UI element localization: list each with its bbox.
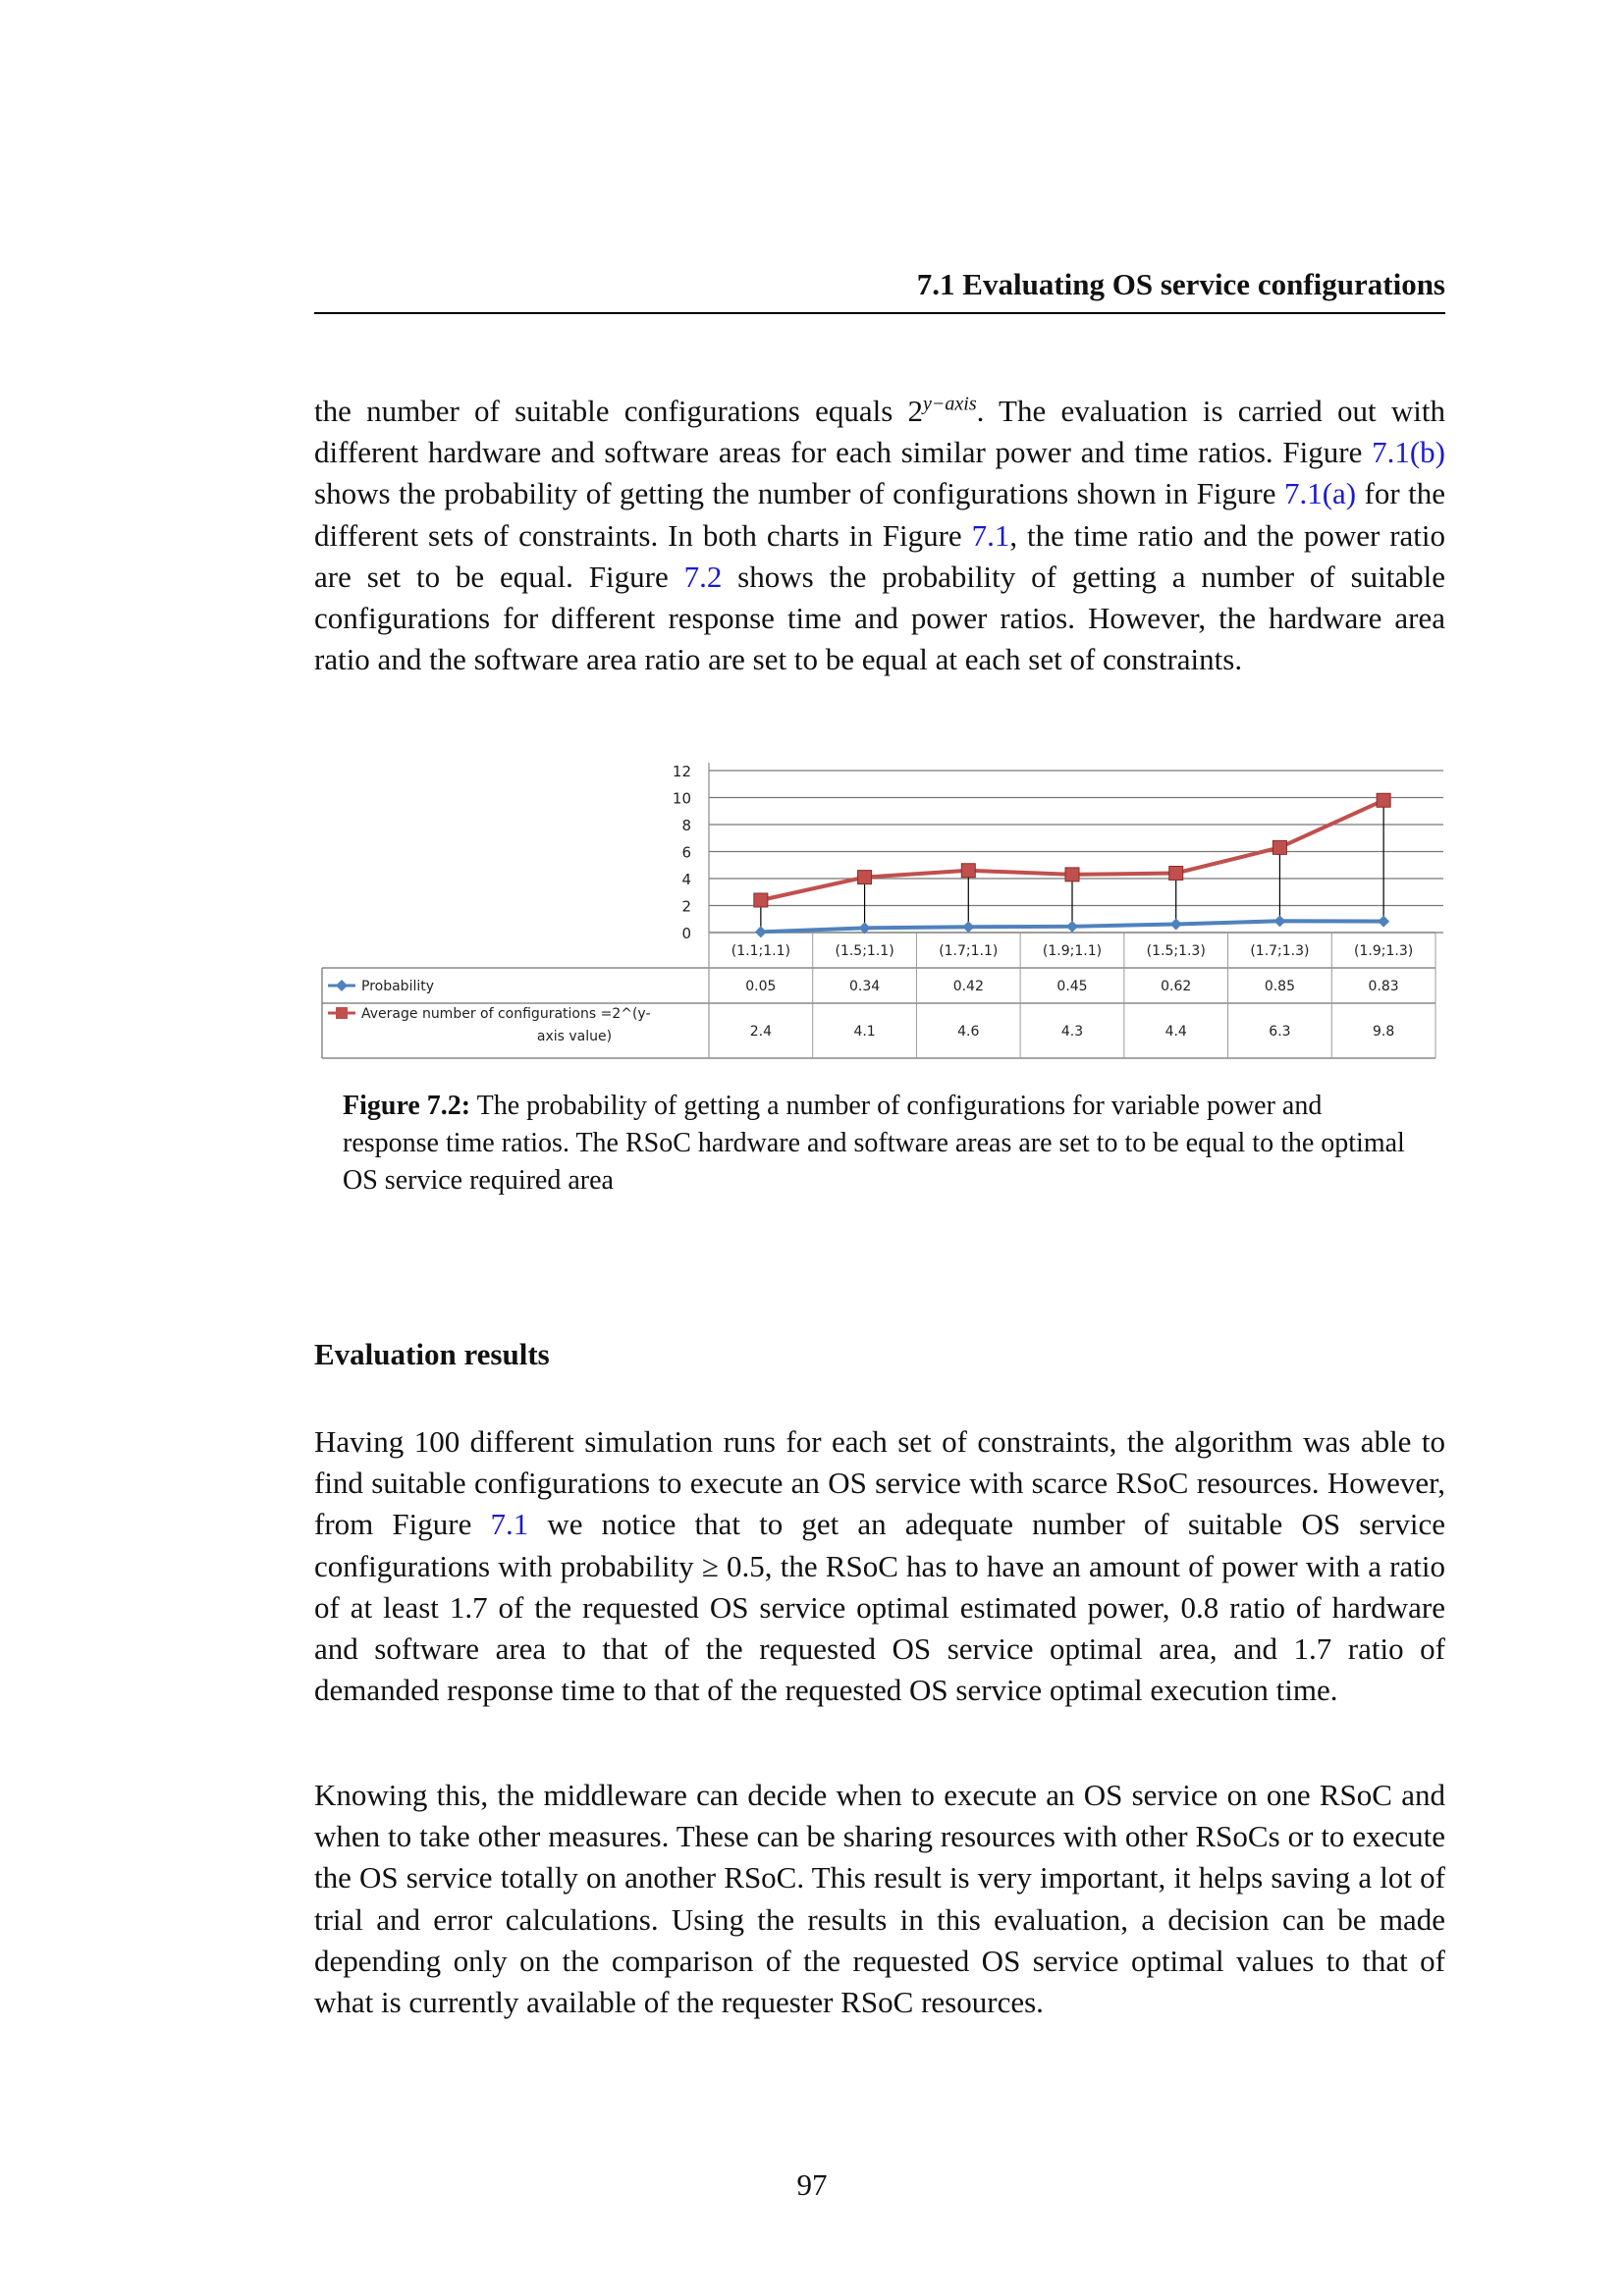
average-configurations-point <box>960 863 976 879</box>
probability-point <box>1169 918 1182 931</box>
data-table-value: 4.1 <box>853 1024 875 1040</box>
page-number: 97 <box>796 2167 828 2202</box>
text-run: for the different sets of constraints. I… <box>314 476 1445 553</box>
figure-caption: Figure 7.2: The probability of getting a… <box>343 1088 1423 1200</box>
probability-point <box>1378 915 1390 928</box>
figure-reference-link[interactable]: 7.1(a) <box>1283 476 1357 511</box>
paragraph-intro: the number of suitable configurations eq… <box>314 391 1445 680</box>
text-run: . The evaluation is carried out with dif… <box>314 394 1445 470</box>
category-label: (1.7;1.1) <box>939 943 998 959</box>
text-run: shows the probability of getting the num… <box>314 476 1284 511</box>
average-configurations-point <box>1168 866 1184 881</box>
category-label: (1.5;1.1) <box>835 943 893 959</box>
figure-7-2-chart: 0 2 4 6 8 10 12 (1.1;1.1) (1.5;1.1) (1.7;1.1) (1.9… <box>321 763 1443 1059</box>
y-tick-label: 8 <box>681 817 691 834</box>
y-tick-label: 4 <box>681 871 691 888</box>
data-table-value: 0.42 <box>953 979 984 994</box>
data-table-value: 4.6 <box>957 1024 979 1040</box>
text-run: we notice that to get an adequate number… <box>314 1507 1445 1708</box>
y-tick-label: 10 <box>673 790 691 808</box>
section-heading: Evaluation results <box>314 1337 550 1371</box>
math-superscript: y−axis <box>923 393 977 415</box>
average-configurations-point <box>1272 839 1287 855</box>
average-configurations-point <box>1064 867 1080 882</box>
text-run: , the time ratio and the power ratio are… <box>314 517 1446 594</box>
y-tick-label: 2 <box>681 898 691 916</box>
probability-point <box>858 922 871 934</box>
legend-label-average-configurations: Average number of configurations =2^(y-a… <box>361 1006 651 1044</box>
y-tick-label: 12 <box>673 763 691 780</box>
paragraph-results: Having 100 different simulation runs for… <box>314 1421 1445 1711</box>
y-tick-label: 6 <box>681 844 691 862</box>
data-table-value: 2.4 <box>750 1024 772 1040</box>
category-label: (1.5;1.3) <box>1147 943 1206 959</box>
probability-point <box>1273 915 1286 928</box>
category-label: (1.7;1.3) <box>1250 943 1309 959</box>
text-run: Having 100 different simulation runs for… <box>314 1424 1445 1542</box>
data-table-value: 4.3 <box>1061 1024 1083 1040</box>
paragraph-conclusion: Knowing this, the middleware can decide … <box>314 1775 1445 2023</box>
caption-text: The probability of getting a number of c… <box>343 1091 1405 1196</box>
category-label: (1.9;1.3) <box>1354 943 1413 959</box>
data-table-value: 0.83 <box>1369 979 1399 994</box>
data-table-value: 6.3 <box>1269 1024 1290 1040</box>
text-run: the number of suitable configurations eq… <box>314 394 924 428</box>
data-table-value: 0.05 <box>745 979 776 994</box>
category-label: (1.9;1.1) <box>1043 943 1102 959</box>
legend-diamond-marker <box>336 980 348 991</box>
legend-label-probability: Probability <box>361 979 434 994</box>
running-header: 7.1 Evaluating OS service configurations <box>916 267 1445 301</box>
average-configurations-point <box>753 892 769 908</box>
probability-point <box>1066 920 1078 933</box>
category-label: (1.1;1.1) <box>731 943 790 959</box>
legend-square-marker <box>336 1007 348 1019</box>
figure-reference-link[interactable]: 7.1 <box>971 517 1010 553</box>
header-rule <box>314 312 1445 314</box>
figure-reference-link[interactable]: 7.2 <box>683 559 723 594</box>
text-run: Knowing this, the middleware can decide … <box>314 1778 1445 2020</box>
probability-point <box>962 921 975 934</box>
figure-reference-link[interactable]: 7.1(b) <box>1372 435 1445 470</box>
data-table-value: 9.8 <box>1373 1024 1394 1040</box>
figure-reference-link[interactable]: 7.1 <box>490 1507 529 1542</box>
data-table-value: 0.62 <box>1161 979 1191 994</box>
probability-point <box>754 926 767 938</box>
text-run: shows the probability of getting a numbe… <box>314 559 1445 677</box>
data-table-value: 0.34 <box>849 979 880 994</box>
data-table-value: 4.4 <box>1165 1024 1187 1040</box>
y-tick-label: 0 <box>681 925 691 942</box>
data-table-value: 0.45 <box>1056 979 1087 994</box>
average-configurations-point <box>1376 792 1391 808</box>
data-table-value: 0.85 <box>1265 979 1295 994</box>
average-configurations-point <box>857 870 873 885</box>
caption-label: Figure 7.2: <box>343 1091 471 1121</box>
